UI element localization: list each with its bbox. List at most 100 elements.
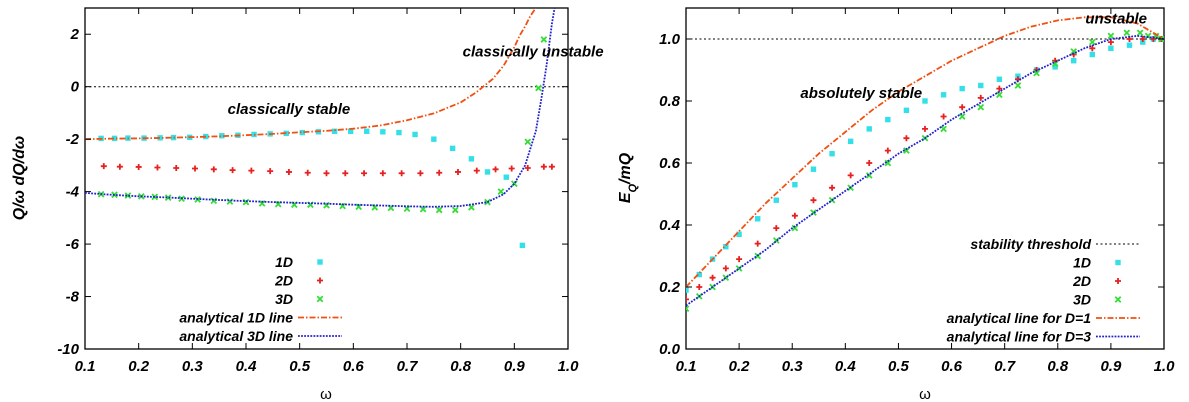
point-3d xyxy=(535,84,542,92)
point-1d xyxy=(299,129,306,136)
legend-label: analytical line for D=1 xyxy=(947,310,1092,326)
point-1d xyxy=(449,145,456,152)
point-2d xyxy=(229,167,236,174)
legend-marker-sample xyxy=(317,277,323,284)
chart-left: 0.1 0.2 0.3 0.4 0.5 0.6 0.7 0.8 0.9 1.0 -10 -8 -6 -4 -… xyxy=(11,7,604,402)
point-2d xyxy=(436,169,443,176)
point-3d xyxy=(1088,38,1096,46)
point-3d xyxy=(524,138,532,146)
point-2d xyxy=(323,170,330,177)
x-tick-label: 0.8 xyxy=(1047,358,1069,375)
x-tick-label: 0.2 xyxy=(128,358,150,375)
point-3d xyxy=(164,194,172,201)
point-1d xyxy=(978,82,984,89)
point-1d xyxy=(696,271,702,278)
point-2d xyxy=(173,165,180,172)
point-1d xyxy=(922,98,928,104)
series-points-3d xyxy=(97,36,548,214)
legend-entry: 1D xyxy=(1073,255,1121,271)
point-2d xyxy=(210,166,217,173)
x-tick-label: 0.4 xyxy=(835,358,857,375)
point-2d xyxy=(959,104,966,111)
point-1d xyxy=(1089,51,1095,58)
legend-label: analytical 1D line xyxy=(179,310,293,326)
x-tick-label: 0.7 xyxy=(397,358,419,375)
point-3d xyxy=(1136,29,1144,37)
y-tick-label: -4 xyxy=(66,184,80,201)
point-2d xyxy=(192,165,199,172)
series-line-analytical-line-for-d-3 xyxy=(686,34,1164,307)
ticks: 0.1 0.2 0.3 0.4 0.5 0.6 0.7 0.8 0.9 1.0 -10 -8 -6 -4 -… xyxy=(57,8,579,375)
point-1d xyxy=(736,231,742,237)
point-2d xyxy=(847,172,854,179)
legend-entry: 1D xyxy=(275,254,323,270)
x-tick-label: 1.0 xyxy=(1154,358,1176,375)
point-1d xyxy=(792,182,798,188)
legend-marker-sample xyxy=(1115,278,1121,284)
ticks: 0.1 0.2 0.3 0.4 0.5 0.6 0.7 0.8 0.9 1.0 0.0 0.2 0.4 0… xyxy=(659,8,1175,375)
point-2d xyxy=(696,284,703,290)
plot-frame xyxy=(84,7,569,350)
point-2d xyxy=(773,225,780,232)
x-tick-label: 0.3 xyxy=(782,358,804,375)
point-2d xyxy=(454,168,461,175)
point-1d xyxy=(1015,73,1021,79)
point-3d xyxy=(1014,82,1022,89)
point-2d xyxy=(722,265,729,272)
point-1d xyxy=(1052,64,1058,70)
point-3d xyxy=(1107,32,1115,40)
point-1d xyxy=(364,128,370,134)
plot-frame xyxy=(685,7,1165,350)
point-1d xyxy=(847,138,854,144)
point-1d xyxy=(431,136,437,142)
point-1d xyxy=(503,174,509,180)
point-1d xyxy=(1126,42,1133,48)
point-1d xyxy=(903,107,910,113)
x-axis-label: ω xyxy=(919,386,931,402)
point-1d xyxy=(468,156,475,162)
point-1d xyxy=(686,287,689,293)
point-1d xyxy=(111,135,118,142)
y-tick-label: 2 xyxy=(70,26,80,43)
y-axis-label-sub: Q xyxy=(627,184,639,193)
legend-label: stability threshold xyxy=(970,236,1091,252)
series-line-analytical-line-for-d-1 xyxy=(686,16,1164,288)
point-2d xyxy=(379,170,386,177)
x-tick-label: 0.5 xyxy=(289,358,311,375)
point-2d xyxy=(100,163,107,170)
legend-entry: analytical line for D=3 xyxy=(947,329,1140,345)
legend-entry: 3D xyxy=(1073,292,1122,308)
point-1d xyxy=(810,166,817,172)
point-2d xyxy=(492,166,499,173)
point-1d xyxy=(866,126,872,132)
x-tick-label: 0.1 xyxy=(676,358,697,375)
legend-label: 2D xyxy=(1072,273,1091,289)
legend-label: 2D xyxy=(274,273,293,289)
point-2d xyxy=(866,160,873,166)
x-tick-label: 1.0 xyxy=(558,358,580,375)
point-2d xyxy=(116,163,123,170)
annotation-text: unstable xyxy=(1085,11,1147,28)
point-3d xyxy=(435,206,443,214)
x-tick-label: 0.3 xyxy=(182,358,204,375)
point-1d xyxy=(331,128,338,134)
annotation-text: absolutely stable xyxy=(800,85,922,102)
legend-entry: 2D xyxy=(1072,273,1121,289)
x-tick-label: 0.6 xyxy=(343,358,365,375)
legend: 1D 2D 3D analytical 1D line analytical 3D li… xyxy=(179,254,342,344)
point-2d xyxy=(754,240,761,247)
x-tick-label: 0.5 xyxy=(888,358,910,375)
point-2d xyxy=(473,167,480,174)
point-2d xyxy=(940,113,947,120)
point-3d xyxy=(977,103,985,111)
y-axis-label-base: E xyxy=(617,191,634,203)
chart-right: 0.1 0.2 0.3 0.4 0.5 0.6 0.7 0.8 0.9 1.0 0.0 0.2 0.4 0… xyxy=(617,7,1175,402)
point-2d xyxy=(736,256,743,263)
series-points-1d xyxy=(98,128,526,249)
point-2d xyxy=(686,296,689,303)
point-1d xyxy=(940,92,947,98)
point-3d xyxy=(540,36,548,43)
point-1d xyxy=(519,242,526,249)
point-2d xyxy=(810,197,817,204)
